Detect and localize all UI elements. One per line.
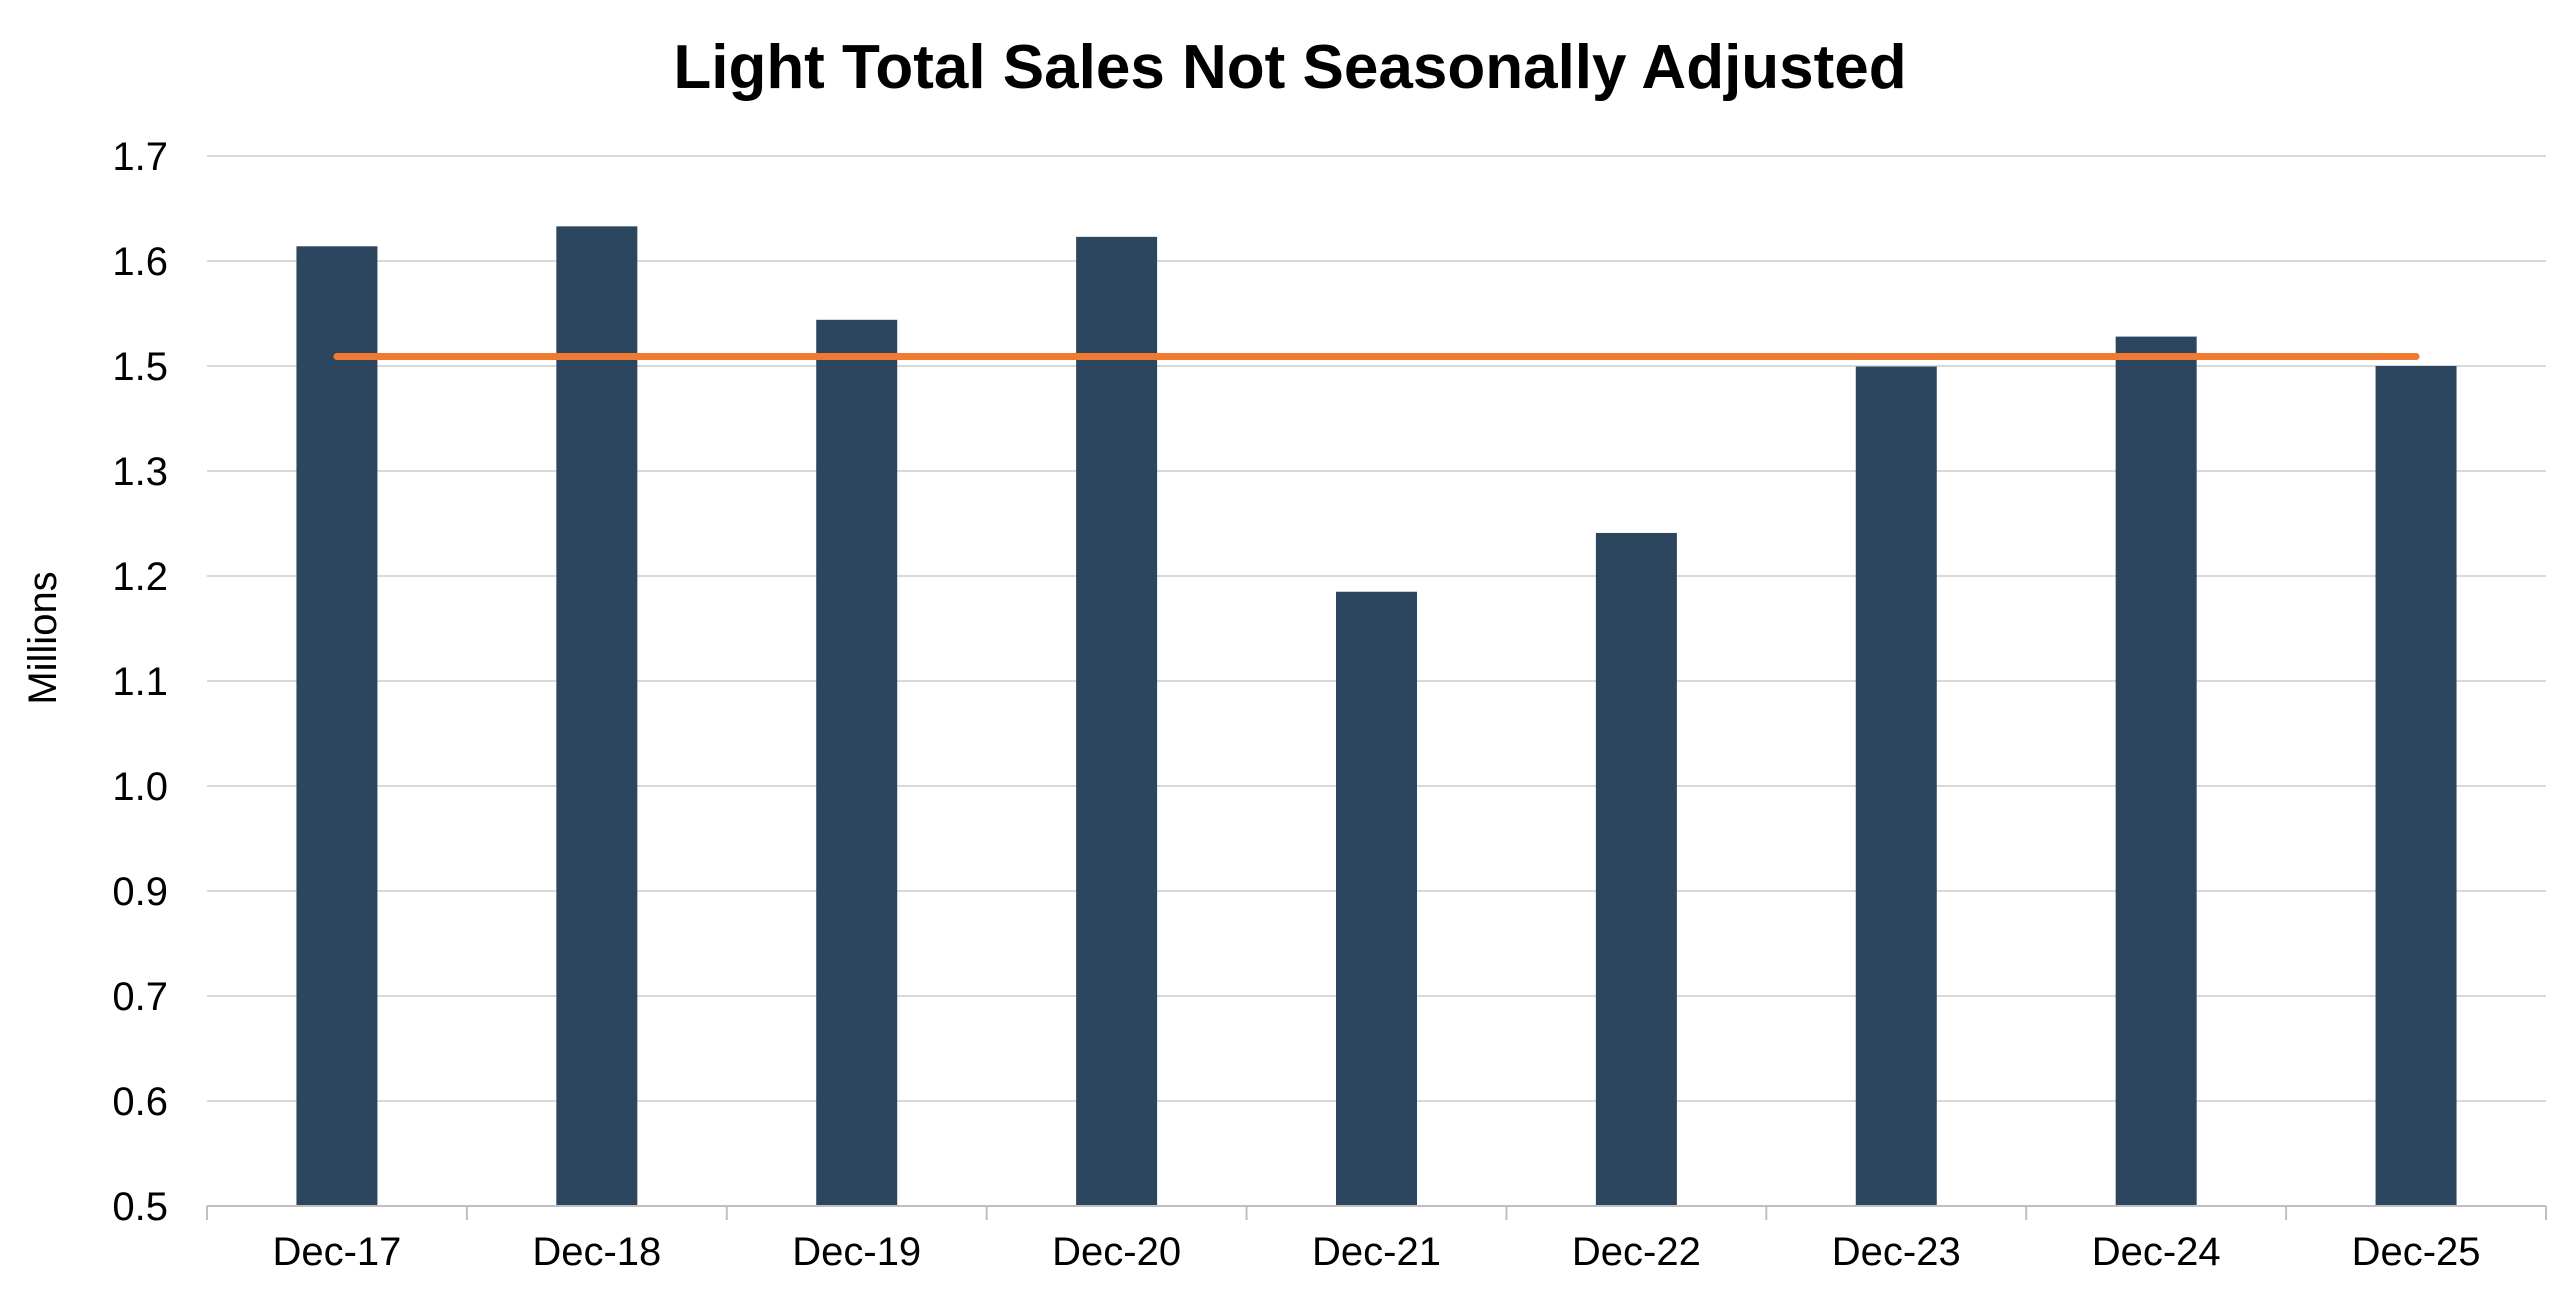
y-tick-label: 0.6: [112, 1080, 168, 1124]
bar-dec-19: [816, 319, 898, 1206]
y-tick-label: 1.3: [112, 450, 168, 494]
bar-dec-25: [2375, 366, 2457, 1206]
y-tick-label: 0.9: [112, 870, 168, 914]
x-tick-label: Dec-18: [532, 1230, 661, 1274]
bar-dec-21: [1336, 591, 1417, 1206]
y-tick-label: 1.7: [112, 135, 168, 179]
y-tick-label: 1.2: [112, 555, 168, 599]
y-tick-label: 1.5: [112, 345, 168, 389]
x-tick-label: Dec-22: [1572, 1230, 1701, 1274]
x-tick-label: Dec-24: [2092, 1230, 2221, 1274]
y-tick-label: 1.0: [112, 765, 168, 809]
x-tick-label: Dec-25: [2352, 1230, 2481, 1274]
y-tick-label: 1.6: [112, 240, 168, 284]
x-axis-ticks: Dec-17 Dec-18 Dec-19 Dec-20 Dec-21 Dec-22 Dec-…: [272, 1230, 2480, 1274]
bar-dec-23: [1855, 366, 1937, 1206]
bars: [296, 226, 2457, 1207]
bar-dec-18: [556, 226, 638, 1207]
x-tick-label: Dec-21: [1312, 1230, 1441, 1274]
x-tick-label: Dec-20: [1052, 1230, 1181, 1274]
y-axis-label: Millions: [21, 571, 65, 704]
y-tick-label: 1.1: [112, 660, 168, 704]
bar-dec-24: [2115, 336, 2197, 1207]
y-tick-label: 0.7: [112, 975, 168, 1019]
x-tick-label: Dec-23: [1832, 1230, 1961, 1274]
y-axis-ticks: 0.5 0.6 0.7 0.9 1.0 1.1 1.2 1.3 1.5 1.6 1.7: [112, 135, 168, 1229]
bar-dec-22: [1595, 532, 1677, 1206]
x-axis: [206, 1205, 2547, 1220]
bar-dec-17: [296, 246, 378, 1207]
x-tick-label: Dec-19: [792, 1230, 921, 1274]
x-tick-label: Dec-17: [272, 1230, 401, 1274]
chart-title: Light Total Sales Not Seasonally Adjuste…: [673, 33, 1906, 102]
y-tick-label: 0.5: [112, 1185, 168, 1229]
bar-dec-20: [1076, 236, 1158, 1207]
